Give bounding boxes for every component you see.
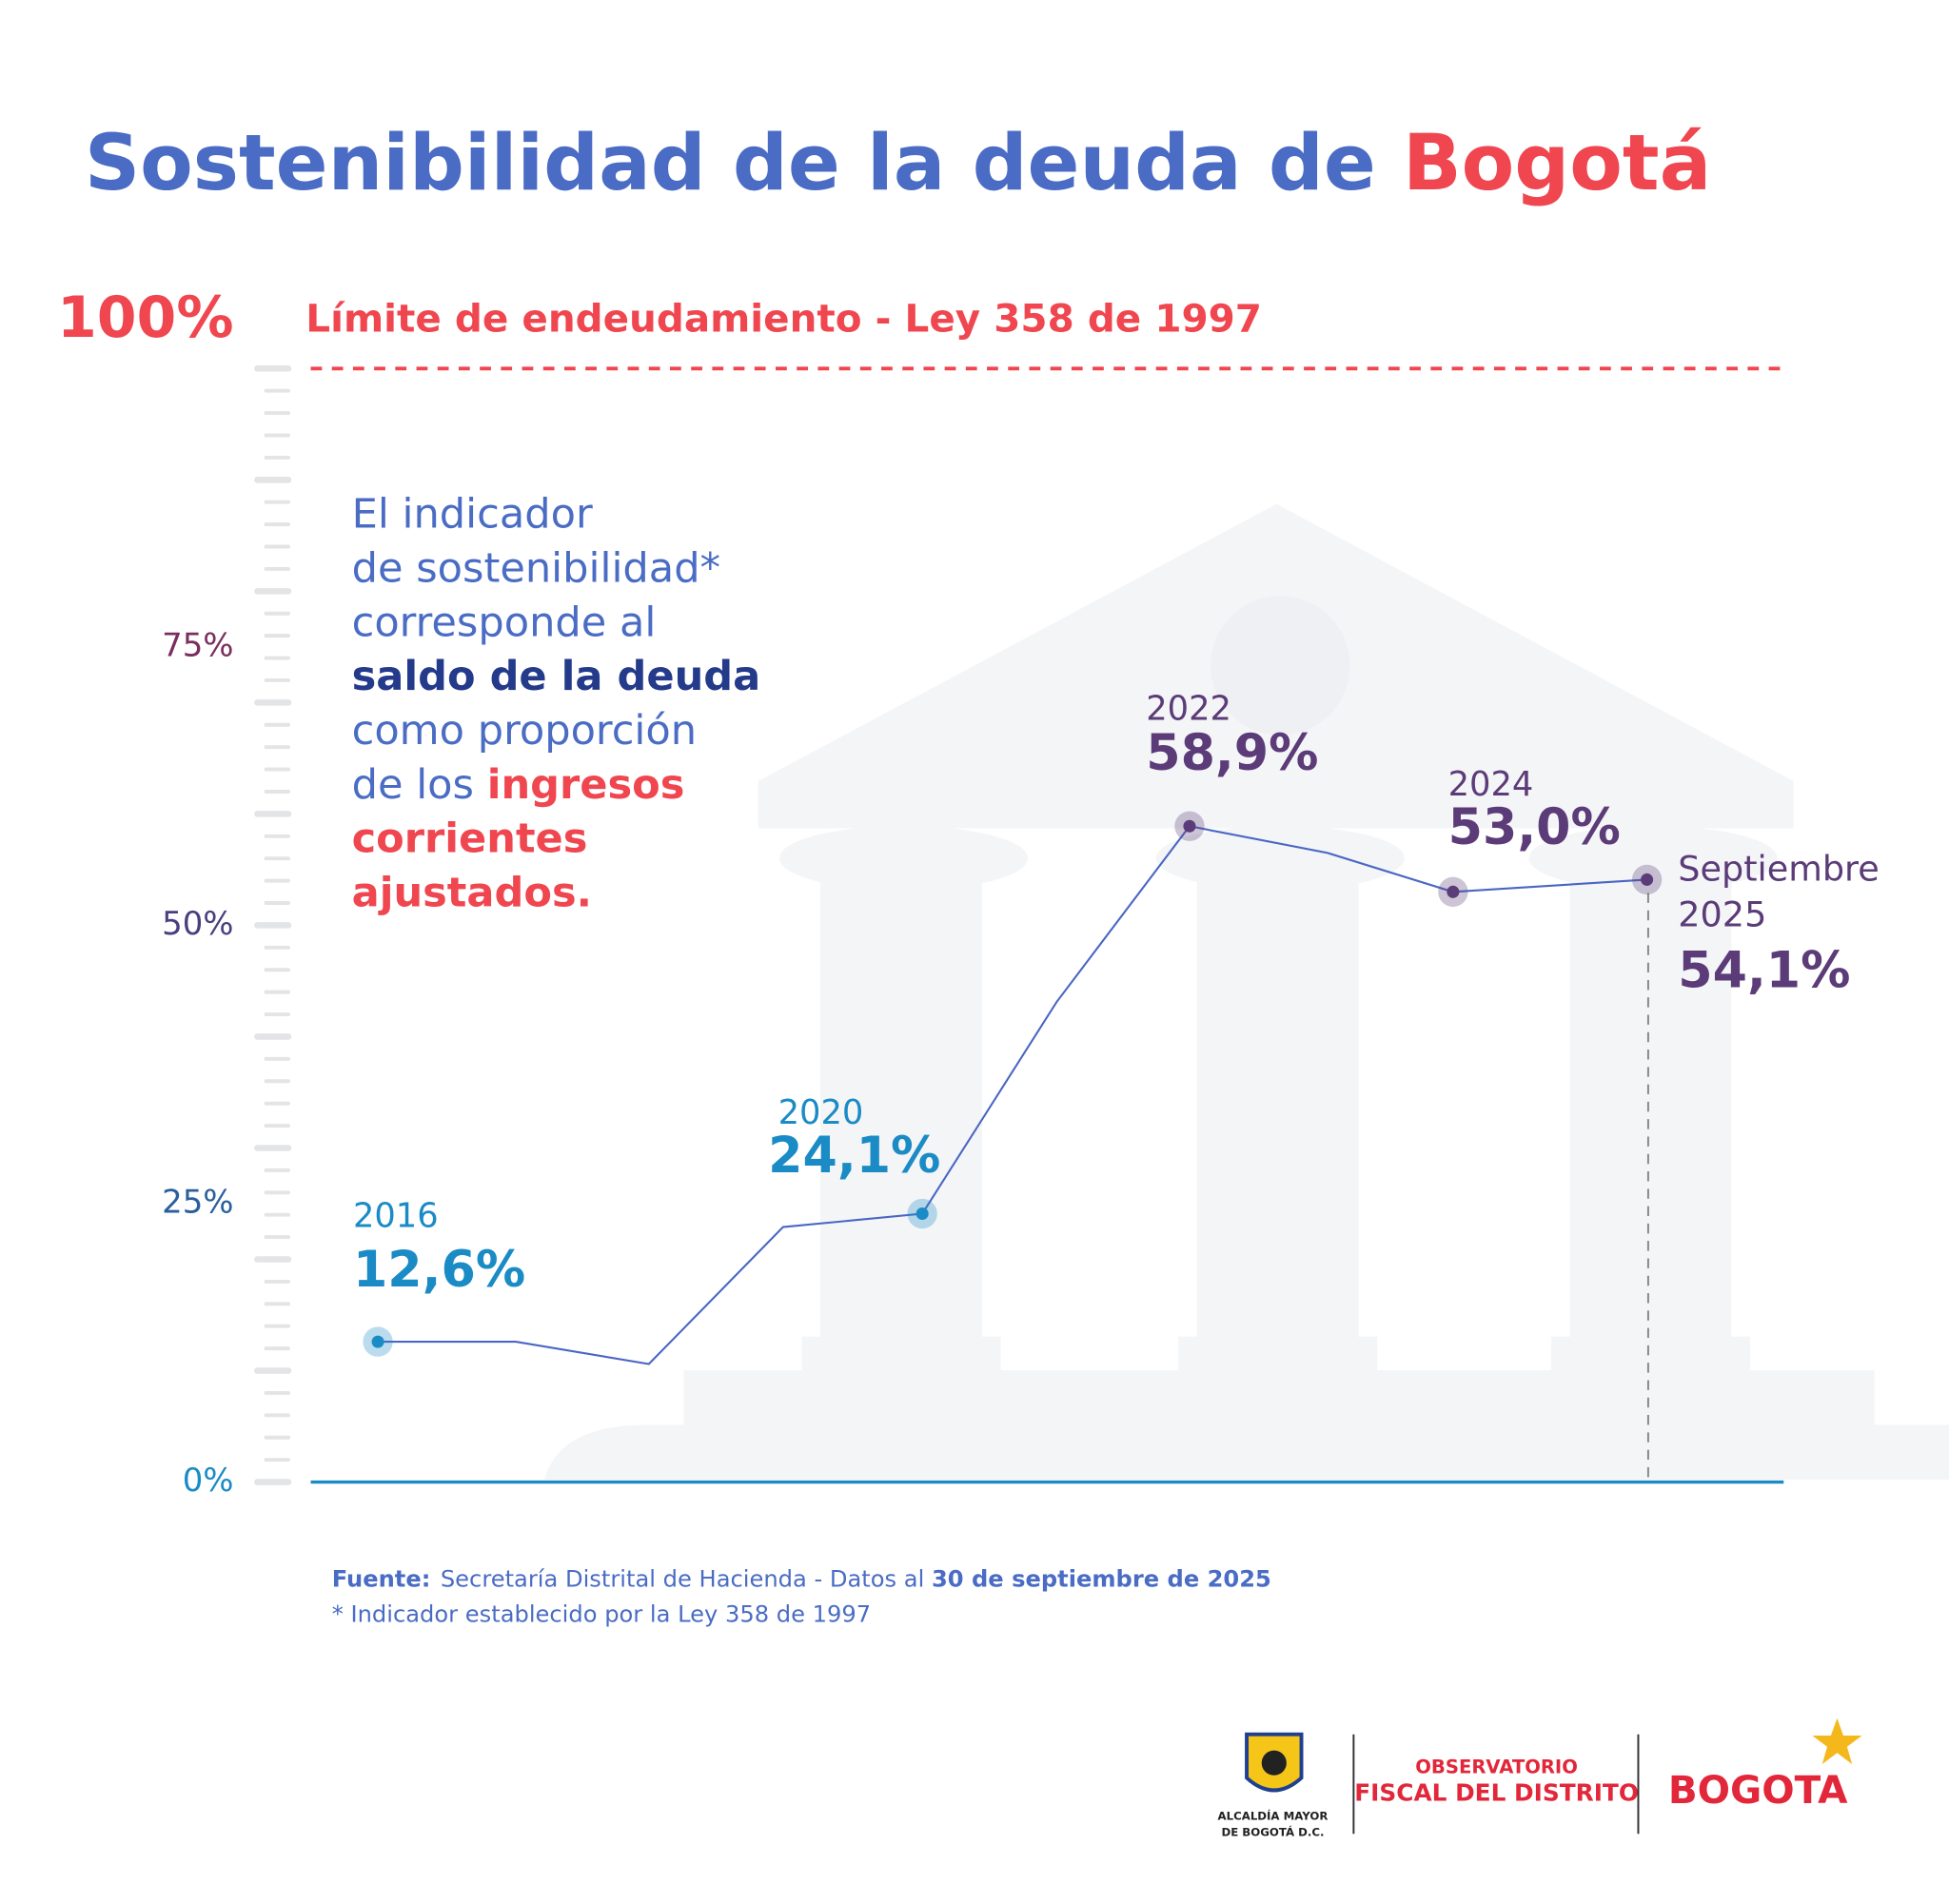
point (915, 1207, 929, 1221)
y-tick-label: 100% (57, 285, 234, 351)
description-line: saldo de la deuda (352, 653, 761, 700)
point-category-box: Septiembre 2025 (1678, 848, 1880, 935)
title-part: Sostenibilidad de la deuda de (85, 119, 1403, 208)
column-base (1178, 1336, 1378, 1372)
point (1641, 873, 1654, 886)
point-value-label: 12,6% (353, 1242, 525, 1299)
limit-label: Límite de endeudamiento - Ley 358 de 199… (305, 296, 1262, 342)
point-value-label: 58,9% (1146, 725, 1318, 782)
logos: ALCALDÍA MAYOR DE BOGOTÁ D.C. OBSERVATOR… (1218, 1718, 1862, 1838)
point-value-label: 54,1% (1678, 942, 1850, 999)
point-category: 2022 (1146, 689, 1231, 728)
description: El indicador de sostenibilidad* correspond… (352, 490, 761, 916)
footnote: * Indicador establecido por la Ley 358 d… (332, 1600, 871, 1627)
step (683, 1370, 1875, 1425)
logo-star (1812, 1718, 1862, 1765)
description-line: de los (352, 760, 487, 808)
point-category: 2020 (778, 1093, 864, 1132)
point-category: Septiembre 2025 (1678, 848, 1880, 935)
logo-text: FISCAL DEL DISTRITO (1354, 1778, 1639, 1806)
source-date: 30 de septiembre de 2025 (932, 1566, 1271, 1593)
point (1183, 819, 1196, 833)
description-line: ingresos (487, 760, 685, 808)
capital (1528, 825, 1778, 891)
capital (1155, 825, 1405, 891)
ruler (254, 365, 292, 1485)
logo-bogota: BOGOTA (1668, 1767, 1848, 1813)
description-line: corresponde al (352, 599, 657, 646)
point-category: 2016 (353, 1196, 439, 1235)
point-category: 2024 (1448, 765, 1534, 804)
column (1196, 857, 1359, 1344)
source-label: Fuente: (332, 1566, 431, 1593)
point-value-label: 53,0% (1448, 799, 1621, 856)
building-decoration (544, 503, 1949, 1480)
title: Sostenibilidad de la deuda de Bogotá (85, 119, 1711, 208)
description-line: como proporción (352, 706, 697, 754)
y-tick-label: 50% (162, 905, 233, 943)
platform (544, 1424, 1949, 1480)
description-line: corrientes (352, 815, 588, 862)
description-line: de sostenibilidad* (352, 544, 720, 592)
column (1569, 857, 1732, 1344)
roof-circle (1211, 596, 1350, 736)
y-tick-label: 0% (183, 1462, 234, 1500)
capital (778, 825, 1029, 891)
description-line: ajustados. (352, 869, 592, 916)
source-text: Secretaría Distrital de Hacienda - Datos… (441, 1566, 932, 1593)
y-tick-label: 75% (162, 626, 233, 664)
eagle (1261, 1750, 1287, 1776)
point (1447, 885, 1460, 898)
y-tick-label: 25% (162, 1183, 233, 1221)
column-base (1551, 1336, 1751, 1372)
column-base (801, 1336, 1001, 1372)
beam (758, 780, 1794, 829)
source: Fuente: Secretaría Distrital de Hacienda … (332, 1566, 1271, 1593)
logo-text: DE BOGOTÁ D.C. (1221, 1824, 1324, 1838)
point (371, 1335, 384, 1348)
data-line (378, 825, 1647, 1365)
title-highlight: Bogotá (1403, 119, 1711, 208)
logo-text: ALCALDÍA MAYOR (1218, 1808, 1329, 1822)
description-line: El indicador (352, 490, 593, 538)
column (820, 857, 982, 1344)
logo-text: OBSERVATORIO (1415, 1756, 1578, 1777)
point-value-label: 24,1% (768, 1128, 940, 1185)
